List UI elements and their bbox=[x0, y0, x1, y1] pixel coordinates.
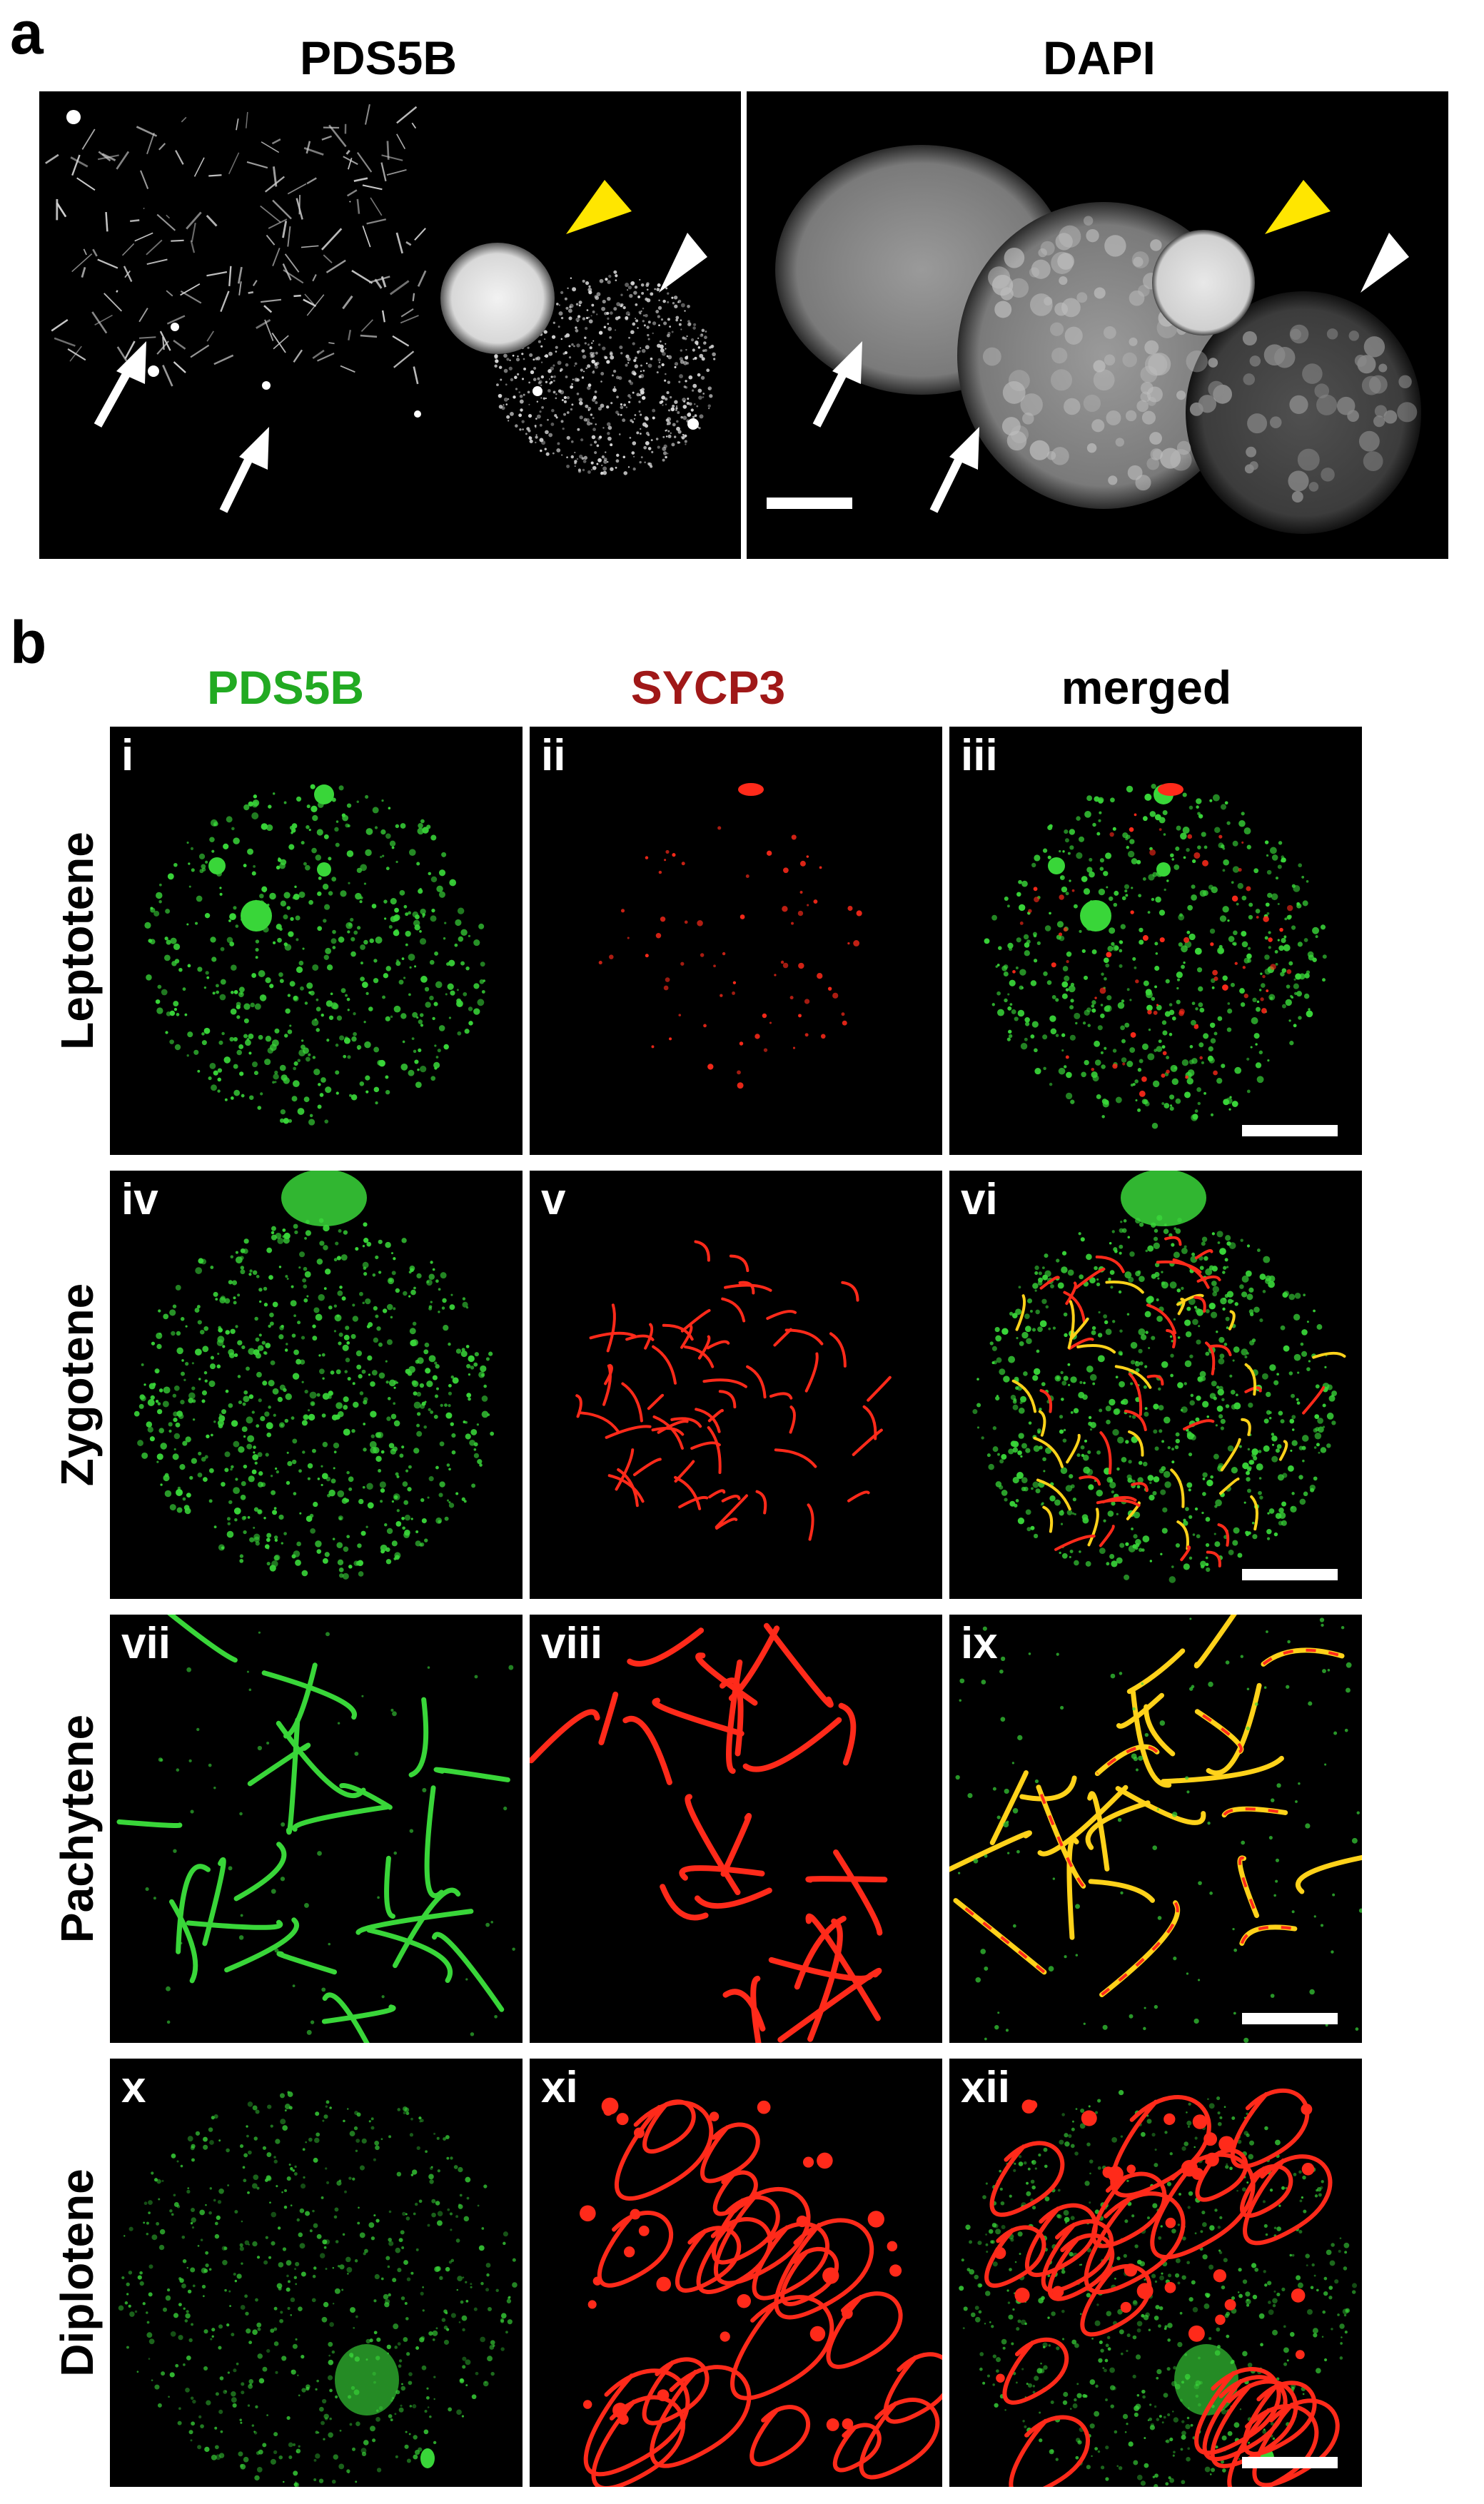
micrograph-pachytene-pds5b: vii bbox=[110, 1615, 523, 2043]
subpanel-label: ii bbox=[541, 731, 566, 780]
arrow-icon bbox=[219, 427, 269, 513]
micrograph-svg bbox=[949, 1615, 1362, 2043]
micrograph-svg bbox=[133, 1171, 495, 1580]
yellow-arrowhead-icon bbox=[566, 180, 632, 234]
scale-bar bbox=[1242, 1569, 1338, 1580]
dapi-svg bbox=[775, 145, 1421, 534]
micrograph-svg bbox=[959, 2088, 1358, 2487]
subpanel-label: v bbox=[541, 1175, 566, 1224]
panel-a-right-title: DAPI bbox=[1043, 31, 1156, 84]
micrograph-zygotene-sycp3: v bbox=[530, 1171, 942, 1599]
micrograph-zygotene-pds5b: iv bbox=[110, 1171, 523, 1599]
panel-a-letter: a bbox=[10, 0, 44, 66]
column-title-sycp3: SYCP3 bbox=[630, 661, 786, 714]
arrow-icon bbox=[929, 427, 979, 513]
micrograph-pachytene-sycp3: viii bbox=[530, 1615, 942, 2043]
micrograph-leptotene-merged: iii bbox=[949, 727, 1362, 1155]
pds5b-gray-svg bbox=[45, 104, 716, 513]
micrograph-svg bbox=[972, 1171, 1346, 1583]
column-title-merged: merged bbox=[1061, 661, 1232, 714]
micrograph-leptotene-sycp3: ii bbox=[530, 727, 942, 1155]
micrograph-svg bbox=[598, 783, 862, 1089]
micrograph-diplotene-pds5b: x bbox=[110, 2059, 523, 2487]
row-title-pachytene: Pachytene bbox=[51, 1714, 103, 1944]
subpanel-label: iii bbox=[961, 731, 998, 780]
micrograph-svg bbox=[530, 1622, 888, 2043]
micrograph-leptotene-pds5b: i bbox=[110, 727, 523, 1155]
micrograph-zygotene-merged: vi bbox=[949, 1171, 1362, 1599]
dapi-speckles bbox=[982, 216, 1418, 503]
micrograph-svg bbox=[116, 1615, 515, 2043]
column-title-pds5b: PDS5B bbox=[206, 661, 365, 714]
scale-bar bbox=[767, 498, 852, 509]
micrograph-svg bbox=[575, 1240, 892, 1541]
scale-bar bbox=[1242, 2013, 1338, 2024]
subpanel-label: xi bbox=[541, 2063, 578, 2112]
micrograph-diplotene-sycp3: xi bbox=[530, 2059, 942, 2487]
subpanel-label: ix bbox=[961, 1619, 998, 1668]
gray-fibers bbox=[45, 104, 716, 475]
row-title-diplotene: Diplotene bbox=[51, 2169, 103, 2377]
subpanel-label: vi bbox=[961, 1175, 998, 1224]
subpanel-label: vii bbox=[121, 1619, 171, 1668]
white-arrowhead-icon bbox=[1361, 233, 1409, 293]
bright-nucleus bbox=[1152, 230, 1255, 335]
panel-a-left-title: PDS5B bbox=[299, 31, 458, 84]
micrograph-svg bbox=[118, 2091, 518, 2487]
subpanel-label: iv bbox=[121, 1175, 158, 1224]
panel-b-letter: b bbox=[10, 609, 47, 676]
scale-bar bbox=[1242, 2457, 1338, 2468]
pds5b-gray-micrograph bbox=[39, 91, 741, 559]
bright-nucleus bbox=[440, 243, 555, 354]
micrograph-svg bbox=[984, 783, 1327, 1129]
micrograph-svg bbox=[144, 784, 486, 1126]
row-title-leptotene: Leptotene bbox=[51, 832, 103, 1050]
dapi-micrograph bbox=[747, 91, 1448, 559]
arrow-icon bbox=[94, 341, 146, 428]
white-arrowhead-icon bbox=[659, 233, 707, 293]
micrograph-pachytene-merged: ix bbox=[949, 1615, 1362, 2043]
arrow-icon bbox=[812, 341, 862, 428]
subpanel-label: i bbox=[121, 731, 134, 780]
micrograph-diplotene-merged: xii bbox=[949, 2059, 1362, 2487]
micrograph-svg bbox=[580, 2097, 942, 2487]
yellow-arrowhead-icon bbox=[1265, 180, 1331, 234]
subpanel-label: xii bbox=[961, 2063, 1010, 2112]
subpanel-label: viii bbox=[541, 1619, 603, 1668]
scale-bar bbox=[1242, 1125, 1338, 1136]
row-title-zygotene: Zygotene bbox=[51, 1283, 103, 1487]
subpanel-label: x bbox=[121, 2063, 146, 2112]
